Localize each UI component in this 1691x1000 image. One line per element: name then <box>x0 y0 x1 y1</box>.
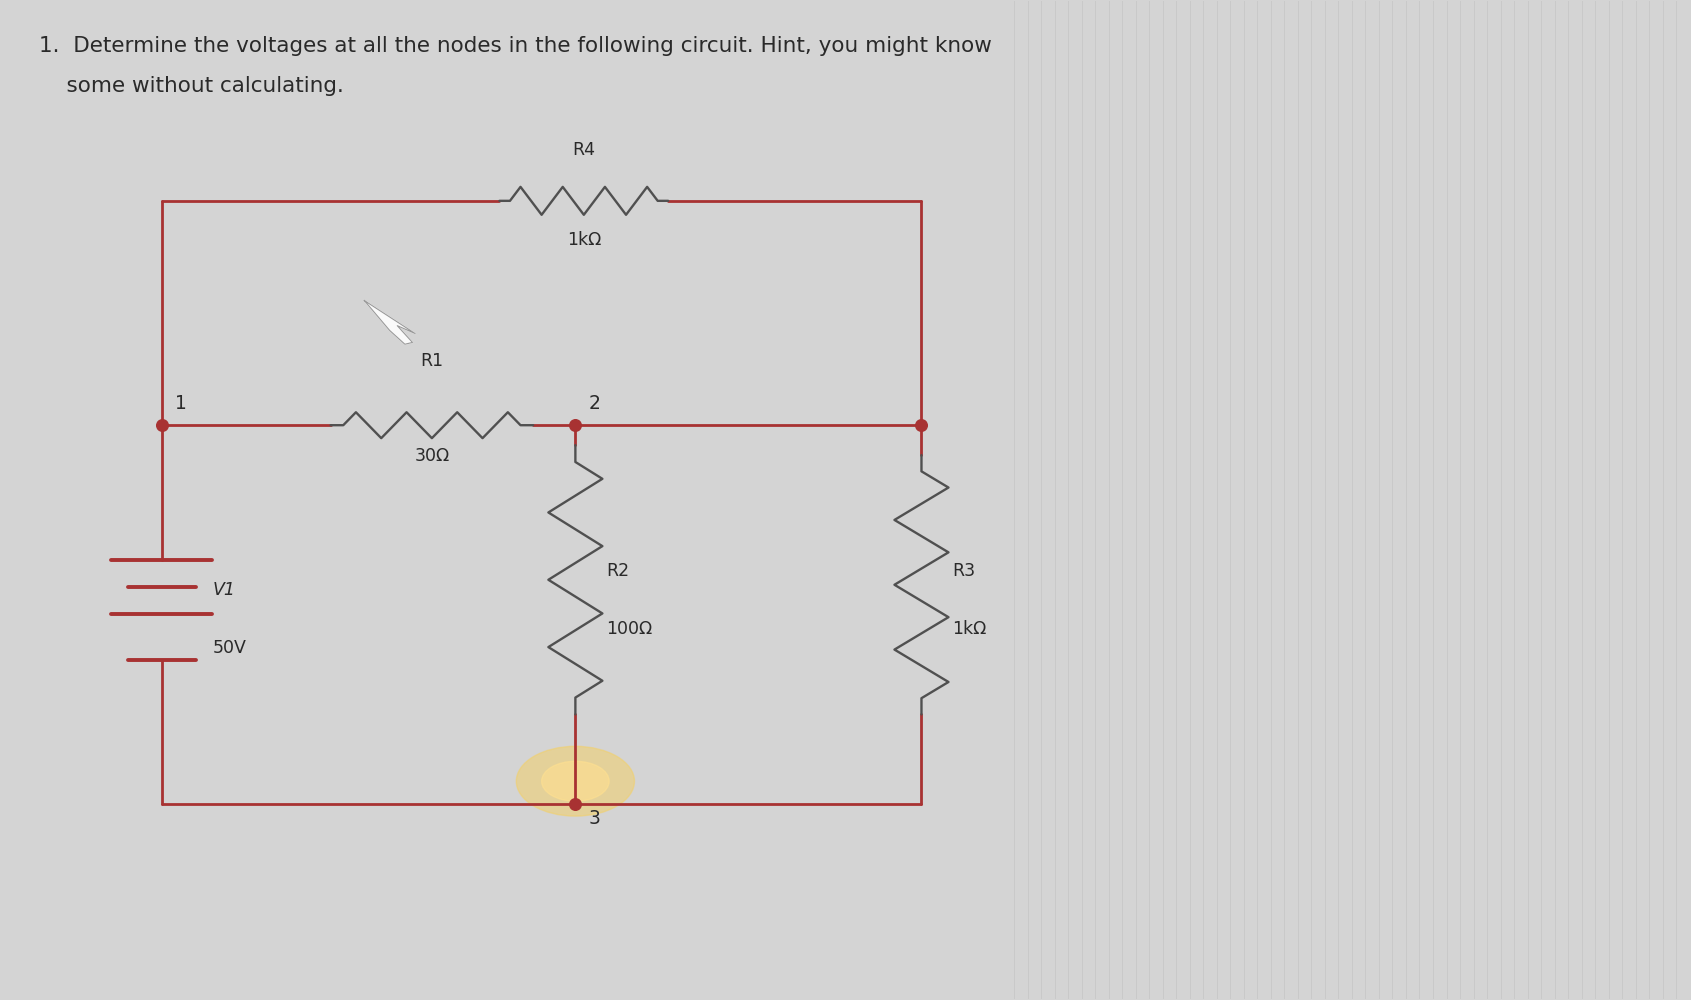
Text: R3: R3 <box>952 562 976 580</box>
Text: 100Ω: 100Ω <box>605 620 653 638</box>
Text: R1: R1 <box>421 352 443 370</box>
Text: 30Ω: 30Ω <box>414 447 450 465</box>
Text: V1: V1 <box>213 581 235 599</box>
Text: 1kΩ: 1kΩ <box>952 620 986 638</box>
Point <box>149 417 176 433</box>
Text: 1: 1 <box>176 394 188 413</box>
Text: 1kΩ: 1kΩ <box>566 231 600 249</box>
Polygon shape <box>364 301 414 344</box>
Point <box>561 417 588 433</box>
Text: 3: 3 <box>588 809 600 828</box>
Text: 2: 2 <box>588 394 600 413</box>
Text: some without calculating.: some without calculating. <box>39 76 343 96</box>
Point <box>561 796 588 812</box>
Circle shape <box>541 761 609 801</box>
Text: 1.  Determine the voltages at all the nodes in the following circuit. Hint, you : 1. Determine the voltages at all the nod… <box>39 36 991 56</box>
Text: 50V: 50V <box>213 639 247 657</box>
Circle shape <box>516 746 634 816</box>
Point <box>908 417 935 433</box>
Text: R4: R4 <box>572 141 595 159</box>
Text: R2: R2 <box>605 562 629 580</box>
